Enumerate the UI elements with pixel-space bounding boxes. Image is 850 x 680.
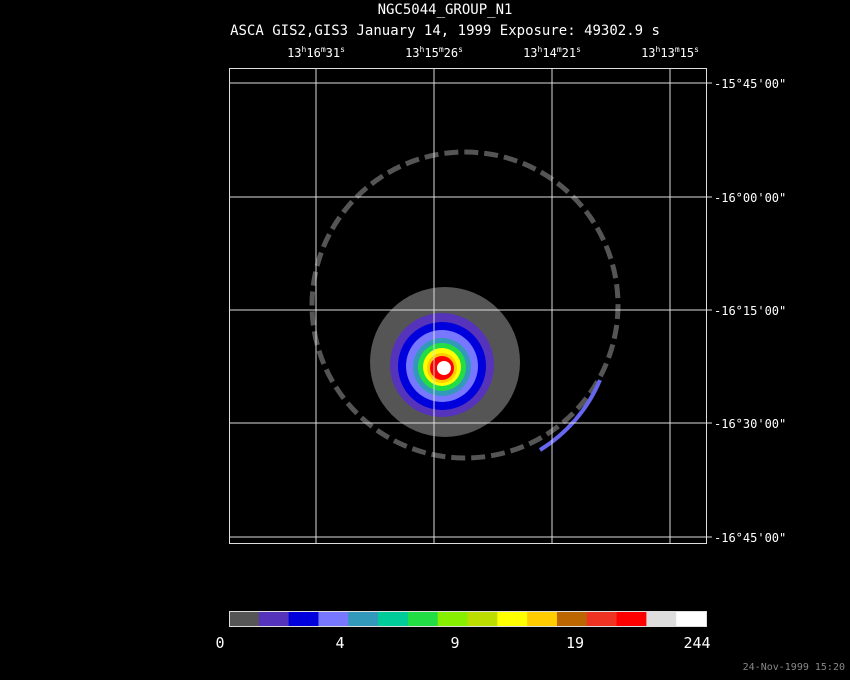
- ra-unit: s: [576, 45, 581, 54]
- ra-unit: h: [420, 45, 425, 54]
- ra-label: 13h14m21s: [523, 45, 581, 60]
- colorbar-segment: [348, 611, 379, 626]
- grid: [229, 68, 706, 543]
- ra-unit: s: [694, 45, 699, 54]
- dec-label: -15°45'00": [714, 77, 786, 91]
- ra-value: 13: [287, 46, 301, 60]
- colorbar-segment: [616, 611, 647, 626]
- ra-label: 13h13m15s: [641, 45, 699, 60]
- dec-label: -16°00'00": [714, 191, 786, 205]
- ra-unit: h: [656, 45, 661, 54]
- ra-value: 13: [660, 46, 674, 60]
- colorbar-segment: [318, 611, 349, 626]
- ra-label: 13h16m31s: [287, 45, 345, 60]
- ra-value: 15: [424, 46, 438, 60]
- colorbar-frame: [229, 611, 707, 627]
- colorbar-segment: [437, 611, 468, 626]
- ra-unit: m: [439, 45, 444, 54]
- ring-edge: [538, 379, 602, 452]
- timestamp: 24-Nov-1999 15:20: [743, 662, 845, 673]
- colorbar-segment: [288, 611, 319, 626]
- colorbar-segment: [229, 611, 260, 626]
- colorbar-label: 244: [683, 634, 710, 652]
- colorbar-label: 9: [450, 634, 459, 652]
- colorbar-label: 0: [215, 634, 224, 652]
- ra-label: 13h15m26s: [405, 45, 463, 60]
- colorbar-segment: [497, 611, 528, 626]
- ra-value: 16: [306, 46, 320, 60]
- colorbar-segment: [676, 611, 707, 626]
- colorbar-segment: [586, 611, 618, 626]
- emission: [437, 361, 451, 375]
- ra-unit: h: [538, 45, 543, 54]
- ra-value: 26: [444, 46, 458, 60]
- ra-unit: s: [340, 45, 345, 54]
- dec-label: -16°30'00": [714, 417, 786, 431]
- ra-unit: m: [321, 45, 326, 54]
- ra-unit: m: [675, 45, 680, 54]
- dec-label: -16°45'00": [714, 531, 786, 545]
- sky-image: [309, 149, 621, 461]
- frame: [229, 68, 707, 544]
- ra-unit: m: [557, 45, 562, 54]
- colorbar-label: 19: [566, 634, 584, 652]
- ra-value: 13: [523, 46, 537, 60]
- colorbar-segment: [646, 611, 677, 626]
- dec-label: -16°15'00": [714, 304, 786, 318]
- colorbar-label: 4: [335, 634, 344, 652]
- colorbar-segment: [556, 611, 588, 626]
- detector-ring: [309, 149, 621, 461]
- colorbar-segment: [407, 611, 439, 626]
- ra-value: 13: [405, 46, 419, 60]
- ra-value: 31: [326, 46, 340, 60]
- ra-unit: h: [302, 45, 307, 54]
- ra-unit: s: [458, 45, 463, 54]
- colorbar-segment: [378, 611, 409, 626]
- colorbar-segment: [467, 611, 498, 626]
- title: NGC5044_GROUP_N1: [378, 2, 513, 18]
- ra-value: 14: [542, 46, 556, 60]
- subtitle: ASCA GIS2,GIS3 January 14, 1999 Exposure…: [230, 23, 660, 39]
- ra-value: 21: [562, 46, 576, 60]
- ra-value: 13: [641, 46, 655, 60]
- colorbar-segment: [527, 611, 558, 626]
- ra-value: 15: [680, 46, 694, 60]
- colorbar-segment: [258, 611, 290, 626]
